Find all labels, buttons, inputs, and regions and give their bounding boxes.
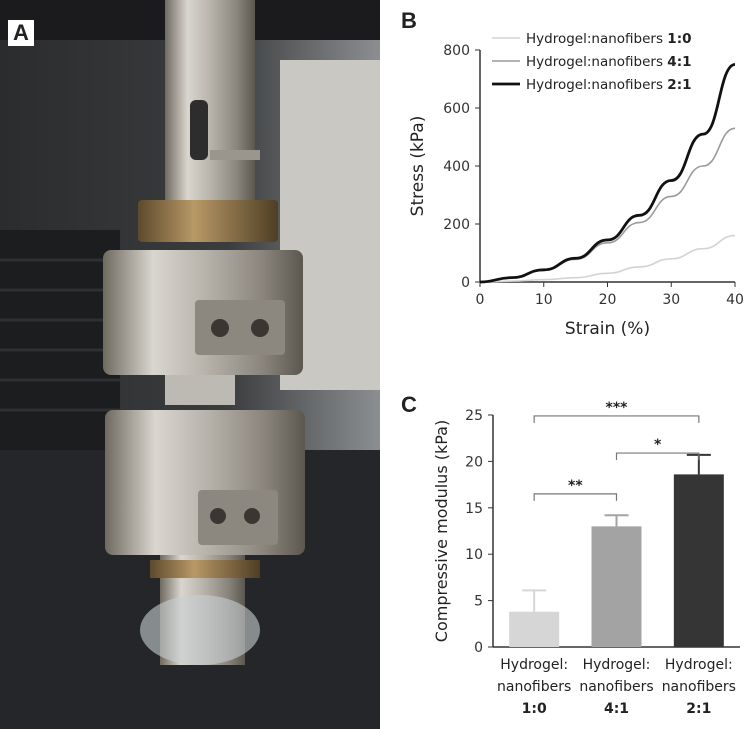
category-label: 2:1 — [686, 701, 711, 717]
category-label: Hydrogel: — [583, 657, 651, 673]
y-tick-label: 0 — [461, 275, 470, 291]
legend-label: Hydrogel:nanofibers 2:1 — [526, 77, 691, 93]
panel-label-c: C — [401, 392, 417, 417]
x-tick-label: 20 — [599, 292, 617, 308]
y-tick-label: 200 — [443, 217, 470, 233]
category-label: nanofibers — [497, 679, 571, 695]
significance-bracket — [533, 493, 618, 501]
y-tick-label: 25 — [465, 408, 483, 424]
significance-label: ** — [568, 478, 583, 494]
x-tick-label: 40 — [726, 292, 744, 308]
category-label: Hydrogel: — [500, 657, 568, 673]
y-tick-label: 10 — [465, 547, 483, 563]
category-label: 1:0 — [522, 701, 547, 717]
series-line-2 — [479, 127, 736, 283]
significance-bracket — [615, 452, 700, 461]
significance-bracket — [533, 415, 700, 423]
panel-label-a: A — [8, 20, 34, 46]
legend-label: Hydrogel:nanofibers 1:0 — [526, 31, 691, 47]
bar-1 — [509, 611, 560, 647]
y-tick-label: 0 — [474, 640, 483, 656]
category-label: 4:1 — [604, 701, 629, 717]
significance-label: * — [654, 437, 662, 453]
y-tick-label: 800 — [443, 43, 470, 59]
y-tick-label: 400 — [443, 159, 470, 175]
category-label: Hydrogel: — [665, 657, 733, 673]
series-line-1 — [479, 234, 736, 283]
x-axis-label: Strain (%) — [565, 319, 650, 339]
x-tick-label: 30 — [662, 292, 680, 308]
category-label: nanofibers — [579, 679, 653, 695]
significance-label: *** — [606, 400, 629, 416]
x-tick-label: 10 — [535, 292, 553, 308]
y-tick-label: 5 — [474, 594, 483, 610]
legend-label: Hydrogel:nanofibers 4:1 — [526, 54, 691, 70]
stress-strain-chart: 0 200 400 600 800 0 10 20 30 40 Strain (%) Stress (… — [408, 31, 744, 339]
y-axis-label: Stress (kPa) — [408, 116, 428, 217]
y-axis-label: Compressive modulus (kPa) — [432, 420, 451, 642]
y-tick-label: 600 — [443, 101, 470, 117]
panel-label-b: B — [401, 8, 417, 33]
y-tick-label: 15 — [465, 501, 483, 517]
compression-test-photo — [0, 0, 380, 729]
series-line-3 — [479, 63, 736, 284]
y-tick-label: 20 — [465, 454, 483, 470]
category-label: nanofibers — [662, 679, 736, 695]
bar-2 — [591, 526, 642, 647]
x-tick-label: 0 — [476, 292, 485, 308]
bar-3 — [673, 474, 724, 647]
